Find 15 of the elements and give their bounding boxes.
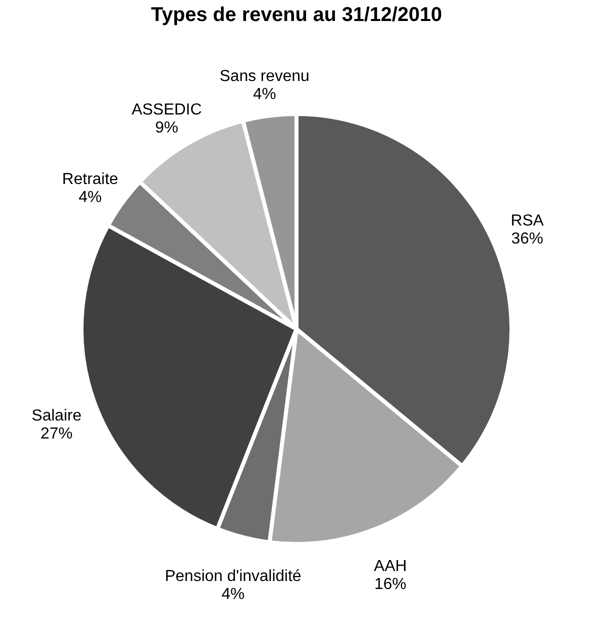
data-label: 4%	[222, 586, 245, 603]
slice-label: Salaire	[32, 407, 82, 424]
slice-label: ASSEDIC	[132, 102, 202, 119]
slice-label: Sans revenu	[220, 68, 310, 86]
slice-label: Pension d'invalidité	[164, 568, 302, 585]
slice-label: Retraite	[62, 171, 118, 188]
slice-label: RSA	[510, 212, 544, 230]
data-label: 9%	[155, 120, 178, 137]
data-label: 16%	[374, 576, 406, 594]
slice-label: AAH	[374, 558, 407, 576]
data-label: 4%	[252, 86, 276, 104]
data-label: 36%	[511, 230, 544, 248]
data-label: 27%	[40, 425, 73, 442]
data-label: 4%	[78, 189, 102, 206]
chart-title: Types de revenu au 31/12/2010	[151, 4, 442, 26]
